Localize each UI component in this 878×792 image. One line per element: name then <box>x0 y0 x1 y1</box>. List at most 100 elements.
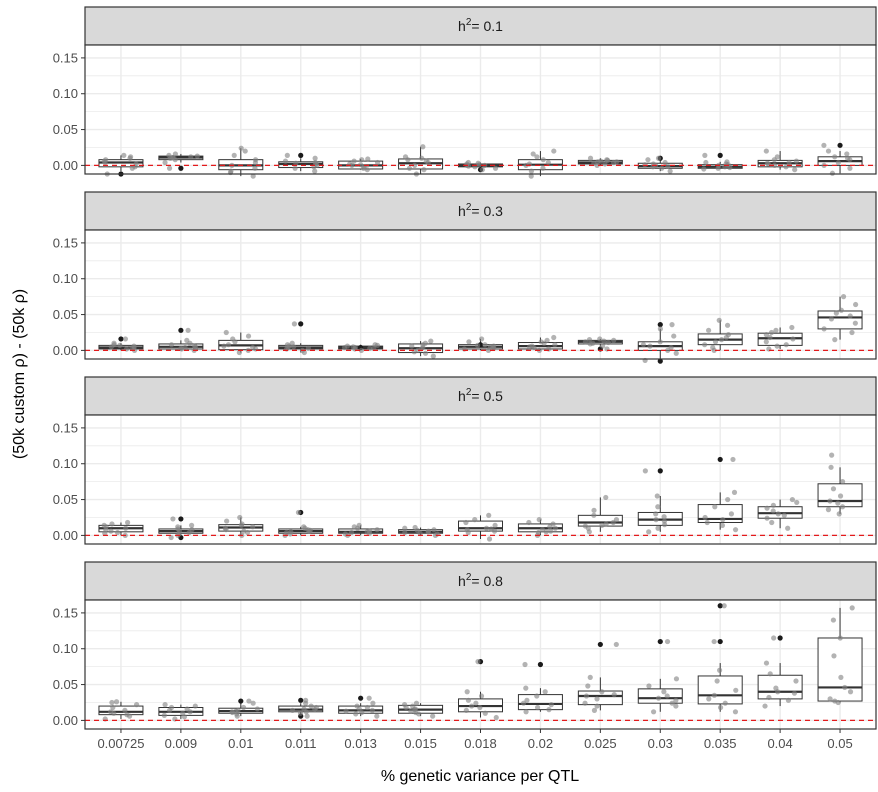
data-point <box>101 522 107 528</box>
panel-border <box>84 414 877 545</box>
data-point <box>180 710 186 716</box>
x-tick-label: 0.018 <box>464 736 497 751</box>
x-tick-label: 0.05 <box>827 736 852 751</box>
data-point <box>353 711 359 717</box>
data-point <box>308 703 314 709</box>
data-point <box>838 307 844 313</box>
data-point <box>832 337 838 343</box>
x-tick-label: 0.011 <box>285 736 317 751</box>
data-point <box>702 514 708 521</box>
strip-label-sup: 2 <box>466 17 472 28</box>
data-point <box>701 166 707 172</box>
data-point <box>673 703 679 709</box>
x-tick-label: 0.009 <box>165 736 198 751</box>
data-point <box>764 505 770 511</box>
data-point <box>134 702 140 708</box>
y-tick-label: 0.00 <box>53 528 78 543</box>
data-point <box>731 489 738 495</box>
data-point <box>665 163 671 169</box>
data-point <box>605 339 611 346</box>
data-point <box>661 518 668 524</box>
data-point <box>611 337 617 343</box>
data-point <box>828 316 835 322</box>
data-point <box>103 157 109 163</box>
data-point <box>594 703 600 709</box>
strip-header <box>84 6 877 46</box>
data-point <box>464 689 470 695</box>
data-point <box>825 507 832 513</box>
data-point <box>528 168 535 174</box>
data-point <box>730 456 736 463</box>
data-point <box>161 712 167 718</box>
outlier-point <box>298 152 304 158</box>
data-point <box>535 529 542 536</box>
y-tick-label: 0.00 <box>53 713 78 728</box>
data-point <box>229 709 235 715</box>
outlier-point <box>238 698 244 704</box>
data-point <box>773 685 779 691</box>
y-tick-label: 0.15 <box>53 420 78 435</box>
x-tick-label: 0.02 <box>528 736 553 751</box>
outlier-point <box>717 638 723 645</box>
data-point <box>343 708 349 714</box>
x-tick-label: 0.01 <box>228 736 253 751</box>
data-point <box>402 529 408 536</box>
strip-label-h: h <box>458 388 466 404</box>
data-point <box>423 158 429 164</box>
data-point <box>528 173 534 179</box>
data-point <box>768 329 775 336</box>
data-point <box>719 522 725 528</box>
data-point <box>775 511 781 517</box>
data-point <box>733 687 739 693</box>
data-point <box>474 342 481 348</box>
data-point <box>655 525 661 531</box>
data-point <box>408 708 414 714</box>
data-point <box>412 524 418 531</box>
data-point <box>673 697 679 703</box>
data-point <box>483 525 490 531</box>
data-point <box>661 689 667 695</box>
strip-label-h: h <box>458 18 466 34</box>
data-point <box>583 693 590 699</box>
data-point <box>835 500 841 506</box>
data-point <box>603 494 609 501</box>
data-point <box>793 678 799 684</box>
data-point <box>420 144 426 150</box>
x-tick-label: 0.035 <box>704 736 737 751</box>
data-point <box>657 326 663 332</box>
strip-label-value: = 0.3 <box>471 203 503 219</box>
data-point <box>366 530 373 536</box>
data-point <box>544 337 550 343</box>
outlier-point <box>657 358 663 364</box>
data-point <box>582 339 589 345</box>
data-point <box>370 700 376 706</box>
data-point <box>184 337 190 343</box>
data-point <box>114 529 121 536</box>
x-tick-label: 0.013 <box>344 736 377 751</box>
data-point <box>706 696 712 702</box>
outlier-point <box>657 322 663 328</box>
data-point <box>166 165 173 171</box>
data-point <box>601 338 607 344</box>
outlier-point <box>178 327 184 333</box>
data-point <box>419 155 425 161</box>
data-point <box>770 502 776 508</box>
data-point <box>465 697 472 703</box>
data-point <box>587 674 593 681</box>
data-point <box>522 661 528 668</box>
data-point <box>351 524 357 530</box>
data-point <box>702 152 708 158</box>
data-point <box>250 524 256 530</box>
data-point <box>473 700 479 706</box>
data-point <box>842 684 848 691</box>
data-point <box>175 524 181 530</box>
data-point <box>829 170 836 176</box>
data-point <box>246 698 252 704</box>
data-point <box>520 700 527 706</box>
data-point <box>463 519 469 526</box>
data-point <box>837 635 843 641</box>
strip-label-value: = 0.1 <box>471 18 503 34</box>
data-point <box>409 343 415 349</box>
data-point <box>222 525 228 531</box>
data-point <box>647 343 653 349</box>
